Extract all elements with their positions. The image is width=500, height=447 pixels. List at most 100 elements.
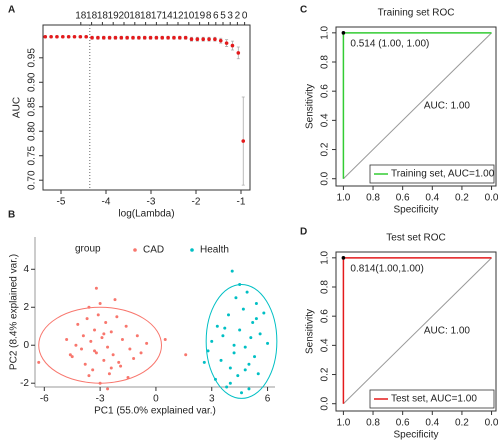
point	[230, 269, 234, 273]
point	[148, 35, 153, 40]
point	[117, 360, 121, 364]
auc-label: AUC: 1.00	[424, 325, 471, 336]
point	[131, 35, 135, 40]
point	[236, 51, 241, 55]
panel-label: D	[300, 227, 307, 238]
x-tick-label: 1.0	[336, 193, 350, 204]
point	[85, 317, 89, 321]
point	[142, 35, 147, 40]
point	[213, 377, 217, 381]
x-tick-label: 0.6	[396, 193, 410, 204]
plot-frame	[42, 24, 251, 191]
y-tick-label: 0.8	[320, 280, 331, 294]
point	[215, 324, 219, 328]
x-tick-label: 0.2	[455, 193, 469, 204]
point	[132, 357, 136, 361]
point	[93, 349, 97, 353]
point	[154, 35, 159, 40]
top-tick-label: 14	[162, 11, 174, 22]
y-tick-label: 0.90	[27, 72, 38, 92]
point	[102, 358, 106, 362]
y-tick-label: 4	[23, 264, 29, 275]
x-tick-label: -3	[96, 394, 105, 405]
chart-title: Test set ROC	[386, 233, 445, 244]
x-tick-label: 6	[265, 394, 271, 405]
x-tick-label: 0	[153, 394, 159, 405]
point	[189, 37, 194, 41]
point	[101, 35, 106, 40]
top-tick-label: 19	[194, 11, 206, 22]
panel-label: C	[300, 5, 307, 16]
y-tick-label: 0.70	[27, 170, 38, 190]
point	[74, 343, 78, 347]
point	[172, 35, 176, 40]
point	[65, 338, 69, 342]
point	[61, 34, 65, 39]
point	[98, 301, 102, 305]
point	[135, 334, 139, 338]
x-tick-label: -6	[40, 394, 49, 405]
reference-line	[343, 257, 492, 405]
x-axis-label: Specificity	[393, 205, 438, 216]
point	[96, 313, 100, 317]
threshold-label: 0.814(1.00,1.00)	[350, 263, 423, 274]
top-tick-label: 18	[129, 11, 141, 22]
y-axis-label: PC2 (8.4% explained var.)	[9, 254, 20, 370]
legend-title: group	[75, 244, 101, 255]
point	[107, 35, 112, 40]
point	[68, 353, 72, 357]
point	[183, 35, 188, 40]
top-tick-label: 5	[220, 11, 226, 22]
x-axis-label: log(Lambda)	[118, 209, 174, 220]
y-tick-label: 0.75	[27, 146, 38, 166]
point	[241, 139, 246, 143]
x-tick-label: -5	[57, 197, 66, 208]
point	[83, 362, 87, 366]
point	[219, 358, 223, 362]
top-tick-label: 18	[75, 11, 87, 22]
panel-label: B	[8, 210, 15, 221]
point	[230, 43, 235, 48]
point	[78, 34, 83, 39]
top-tick-label: 19	[108, 11, 120, 22]
top-tick-label: 0	[242, 11, 248, 22]
y-tick-label: 0.4	[320, 338, 331, 352]
legend-box	[369, 389, 495, 409]
y-tick-label: 0.2	[320, 367, 331, 381]
top-tick-label: 20	[118, 11, 130, 22]
point	[128, 347, 132, 351]
point	[223, 326, 227, 330]
point	[106, 387, 110, 391]
top-tick-label: 10	[183, 11, 195, 22]
y-tick-label: 0.8	[320, 55, 331, 69]
point	[72, 34, 77, 39]
threshold-label: 0.514 (1.00, 1.00)	[350, 38, 429, 49]
top-tick-label: 8	[206, 11, 212, 22]
y-tick-label: -2	[20, 378, 29, 389]
top-tick-label: 18	[140, 11, 152, 22]
point	[89, 339, 93, 343]
point	[137, 35, 141, 40]
y-axis-label: Sensitivity	[305, 309, 316, 354]
point	[37, 360, 41, 364]
point	[201, 37, 205, 41]
y-axis-label: Sensitivity	[305, 84, 316, 129]
point	[109, 330, 113, 334]
point	[76, 322, 80, 326]
point	[249, 336, 253, 340]
legend-marker	[133, 248, 137, 252]
panel-label: A	[8, 5, 15, 16]
legend-label: CAD	[143, 245, 164, 256]
reference-line	[343, 32, 492, 180]
top-tick-label: 6	[213, 11, 219, 22]
top-tick-label: 18	[86, 11, 98, 22]
point	[119, 364, 123, 368]
y-axis-label: AUC	[12, 97, 23, 118]
point	[81, 334, 85, 338]
legend-marker	[190, 248, 194, 252]
point	[163, 338, 167, 342]
legend-label: Health	[200, 245, 229, 256]
x-tick-label: 0.4	[425, 418, 439, 429]
point	[245, 290, 249, 294]
